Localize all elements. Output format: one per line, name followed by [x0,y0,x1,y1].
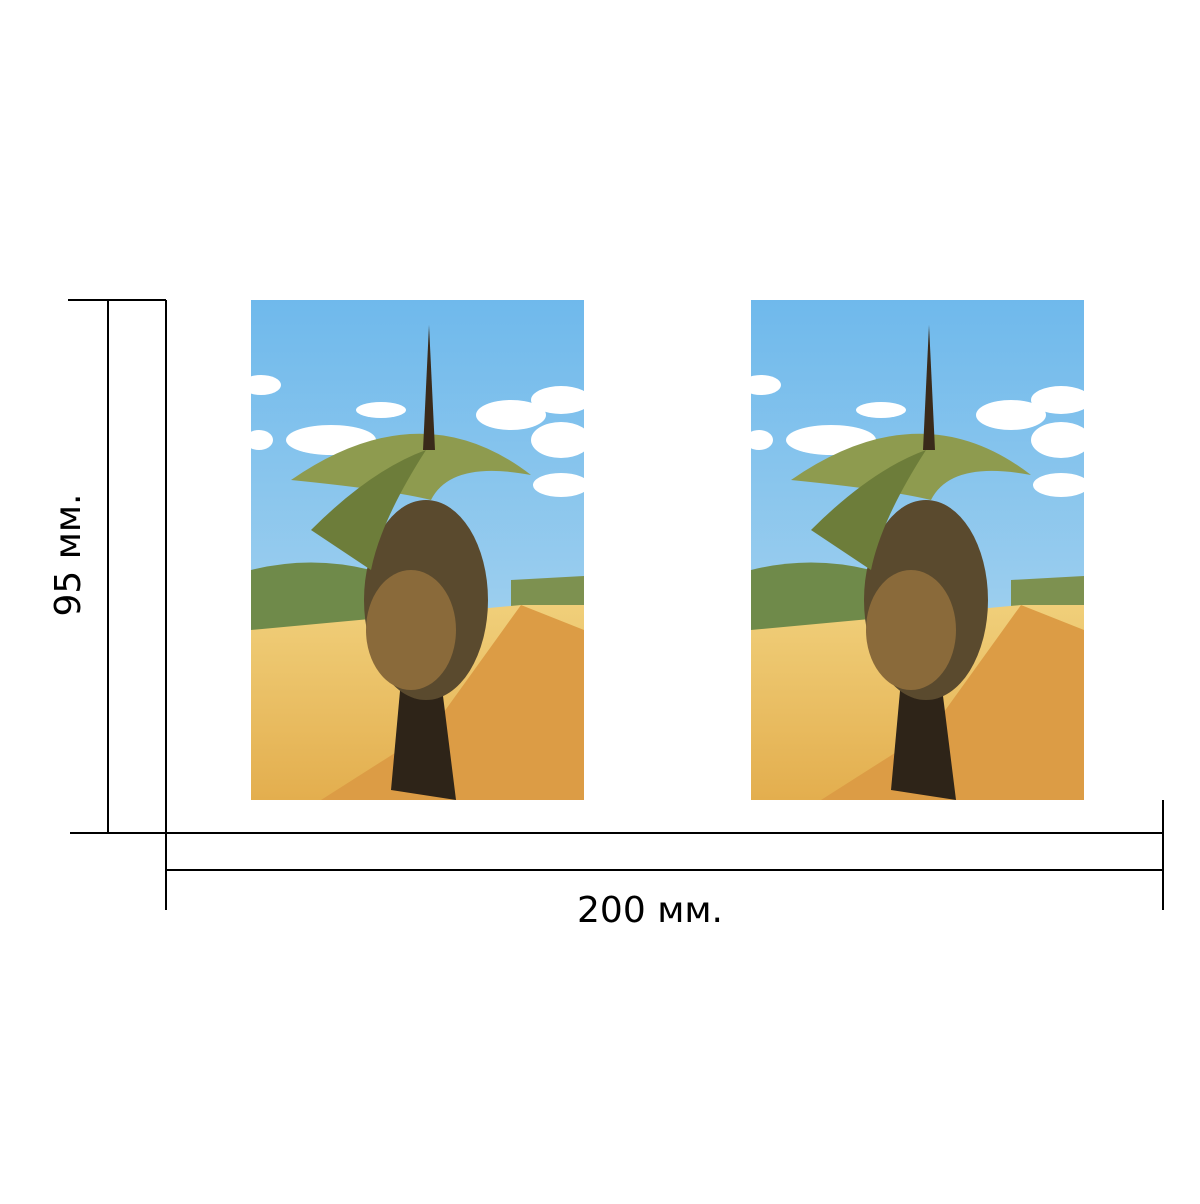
width-dimension: 200 мм. [165,800,1164,931]
width-label: 200 мм. [577,890,723,931]
product-photo [751,300,1084,800]
height-dimension: 95 мм. [48,299,167,834]
product-photo [251,300,584,800]
height-label: 95 мм. [48,493,89,616]
